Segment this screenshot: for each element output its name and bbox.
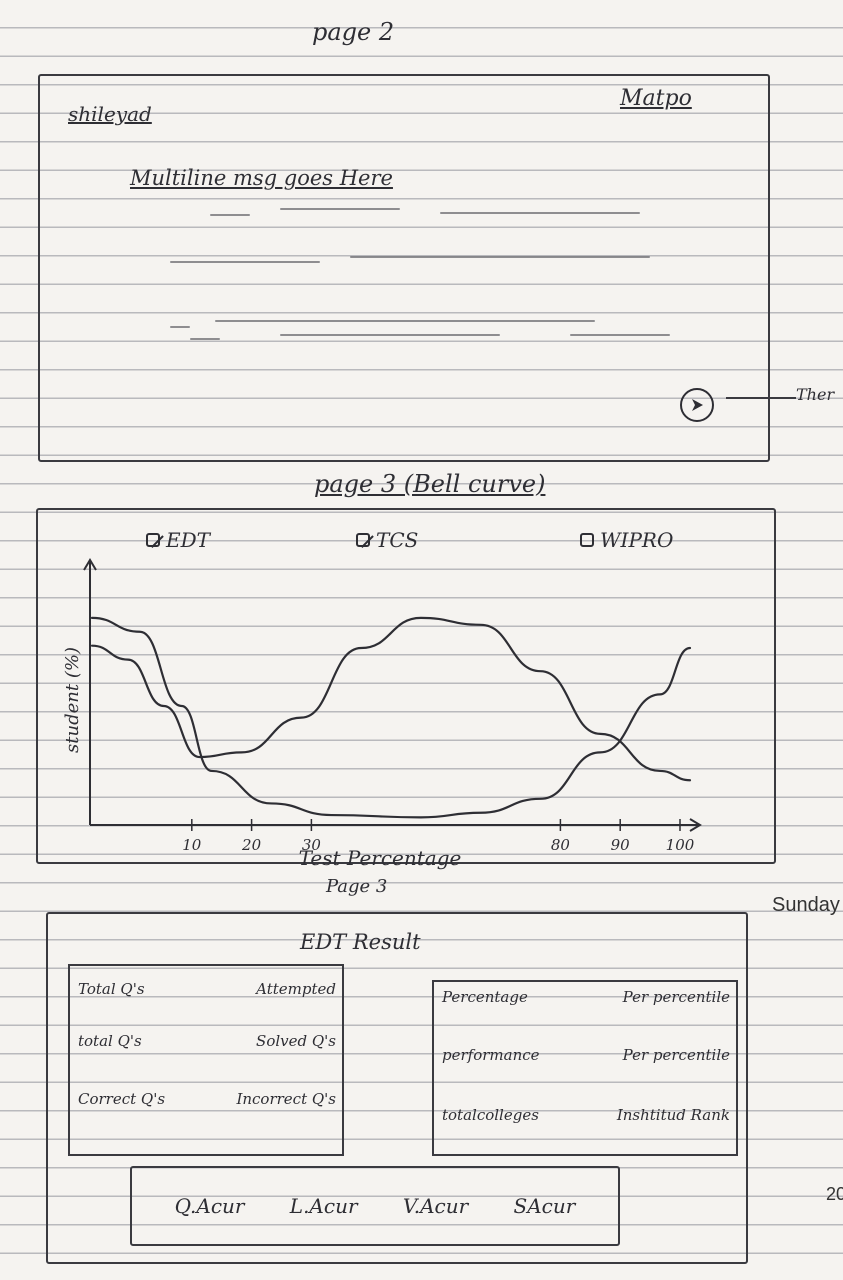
- company-name: Matpo: [620, 86, 692, 111]
- x-tick-label: 90: [611, 836, 631, 854]
- tcs-checkbox[interactable]: [356, 533, 370, 547]
- wipro-checkbox[interactable]: [580, 533, 594, 547]
- legend-wipro[interactable]: WIPRO: [580, 528, 673, 552]
- performance-label: performance: [442, 1046, 540, 1064]
- total-questions-label: Total Q's: [78, 980, 145, 998]
- legend-wipro-label: WIPRO: [600, 528, 674, 552]
- series-lines: [90, 616, 692, 819]
- correct-label: Correct Q's: [78, 1090, 166, 1108]
- right-stat-row: performance Per percentile: [442, 1046, 730, 1064]
- legend-edt-label: EDT: [166, 528, 210, 552]
- percentile-label: Per percentile: [622, 1046, 730, 1064]
- x-axis-arrow: [689, 818, 702, 832]
- result-frame: [46, 912, 748, 1264]
- author-name: shileyad: [68, 102, 152, 126]
- percentage-label: Percentage: [442, 988, 528, 1006]
- total-questions-label: total Q's: [78, 1032, 142, 1050]
- x-tick-label: 30: [302, 836, 322, 854]
- x-axis-label: Test Percentage: [299, 846, 462, 870]
- x-tick-label: 20: [241, 836, 262, 854]
- x-tick-label: 100: [666, 836, 695, 854]
- y-axis-label: student (%): [62, 647, 83, 753]
- bell-curve-chart: student (%) Test Percentage 10 20 30 80 90 10…: [62, 558, 702, 870]
- right-stat-row: totalcolleges Inshtitud Rank: [442, 1106, 730, 1124]
- incorrect-label: Incorrect Q's: [236, 1090, 336, 1108]
- left-stat-row: Total Q's Attempted: [78, 980, 336, 998]
- total-colleges-label: totalcolleges: [442, 1106, 539, 1124]
- page3-title: page 3 (Bell curve): [314, 470, 546, 498]
- left-stat-row: total Q's Solved Q's: [78, 1032, 336, 1050]
- right-stat-row: Percentage Per percentile: [442, 988, 730, 1006]
- series-line-edt: [90, 616, 692, 819]
- percentile-label: Per percentile: [622, 988, 730, 1006]
- legend-tcs-label: TCS: [376, 528, 419, 552]
- series-line-tcs: [90, 616, 692, 782]
- institute-rank-label: Inshtitud Rank: [616, 1106, 730, 1124]
- page2-frame: shileyad Matpo Multiline msg goes Here: [38, 74, 770, 462]
- attempted-label: Attempted: [256, 980, 336, 998]
- y-axis-arrow: [83, 558, 97, 571]
- send-annotation: Ther: [796, 385, 835, 404]
- send-icon: [692, 399, 703, 411]
- legend-edt[interactable]: EDT: [146, 528, 210, 552]
- x-tick-label: 80: [551, 836, 571, 854]
- page3-caption: Page 3: [326, 876, 388, 897]
- page3-frame: [36, 508, 776, 864]
- tab-l-accuracy[interactable]: L.Acur: [289, 1194, 358, 1218]
- result-title: EDT Result: [300, 930, 421, 954]
- tab-v-accuracy[interactable]: V.Acur: [402, 1194, 469, 1218]
- x-tick-label: 10: [182, 836, 202, 854]
- page2-title: page 2: [312, 18, 395, 46]
- legend-tcs[interactable]: TCS: [356, 528, 418, 552]
- solved-label: Solved Q's: [256, 1032, 336, 1050]
- send-annotation-arrow: [726, 397, 796, 399]
- edt-checkbox[interactable]: [146, 533, 160, 547]
- tab-s-accuracy[interactable]: SAcur: [513, 1194, 576, 1218]
- left-stats-box: Total Q's Attempted total Q's Solved Q's…: [68, 964, 344, 1156]
- calendar-day-text: Sunday: [772, 894, 840, 916]
- left-stat-row: Correct Q's Incorrect Q's: [78, 1090, 336, 1108]
- right-stats-box: Percentage Per percentile performance Pe…: [432, 980, 738, 1156]
- calendar-number-text: 20: [826, 1184, 843, 1204]
- message-placeholder: Multiline msg goes Here: [130, 166, 393, 190]
- send-button[interactable]: [680, 388, 714, 422]
- accuracy-tab-bar: Q.Acur L.Acur V.Acur SAcur: [130, 1166, 620, 1246]
- x-ticks: 10 20 30 80 90 100: [182, 819, 695, 854]
- tab-q-accuracy[interactable]: Q.Acur: [174, 1194, 245, 1218]
